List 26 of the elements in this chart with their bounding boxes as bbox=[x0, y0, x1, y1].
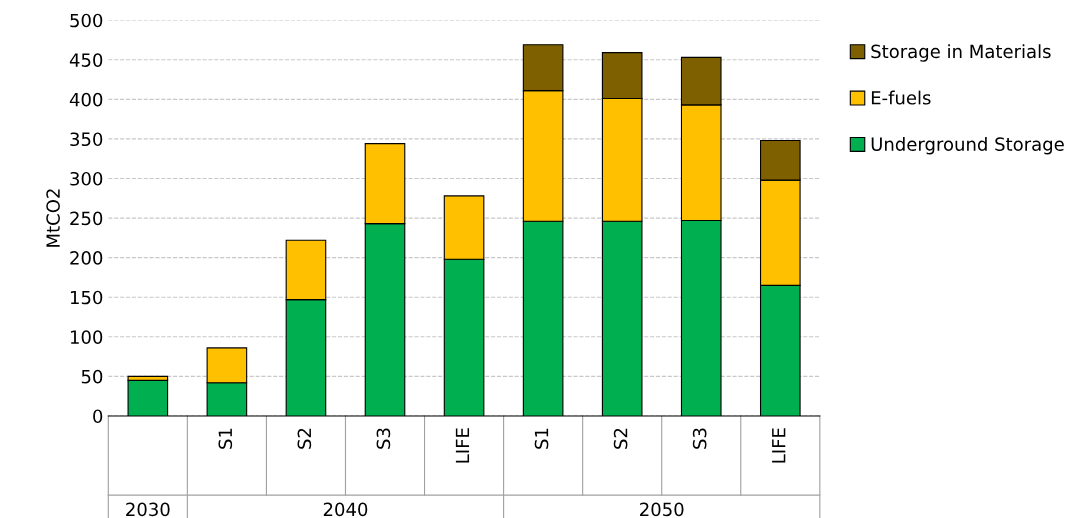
y-tick-label: 50 bbox=[81, 369, 103, 384]
y-tick-label: 500 bbox=[70, 13, 103, 28]
text: 2030 bbox=[126, 502, 170, 517]
y-tick-label: 150 bbox=[70, 290, 103, 305]
x-tick-label: S3 bbox=[376, 428, 391, 449]
y-tick-label: 100 bbox=[70, 330, 103, 344]
legend-label: Underground Storage bbox=[871, 136, 1064, 155]
y-tick-label: 450 bbox=[69, 53, 103, 67]
y-tick-label: 400 bbox=[69, 92, 103, 107]
y-tick-label: 350 bbox=[70, 132, 103, 147]
y-tick-label: 200 bbox=[70, 251, 103, 265]
x-tick-label: S3 bbox=[692, 428, 707, 449]
x-tick-label: S1 bbox=[534, 428, 549, 449]
x-tick-label: S2 bbox=[613, 428, 628, 449]
text: 2040 bbox=[323, 502, 368, 517]
text: 2050 bbox=[640, 502, 684, 517]
x-tick-label: S2 bbox=[297, 428, 312, 449]
y-tick-label: 250 bbox=[70, 211, 103, 226]
legend-label: E-fuels bbox=[871, 90, 931, 105]
x-tick-label: S1 bbox=[218, 428, 233, 449]
y-tick-label: 0 bbox=[93, 409, 103, 424]
legend-label: Storage in Materials bbox=[871, 44, 1051, 62]
y-tick-label: 300 bbox=[70, 171, 103, 186]
x-tick-label: LIFE bbox=[455, 428, 470, 463]
y-axis-title: MtCO2 bbox=[46, 189, 60, 247]
x-tick-label: LIFE bbox=[772, 428, 786, 463]
